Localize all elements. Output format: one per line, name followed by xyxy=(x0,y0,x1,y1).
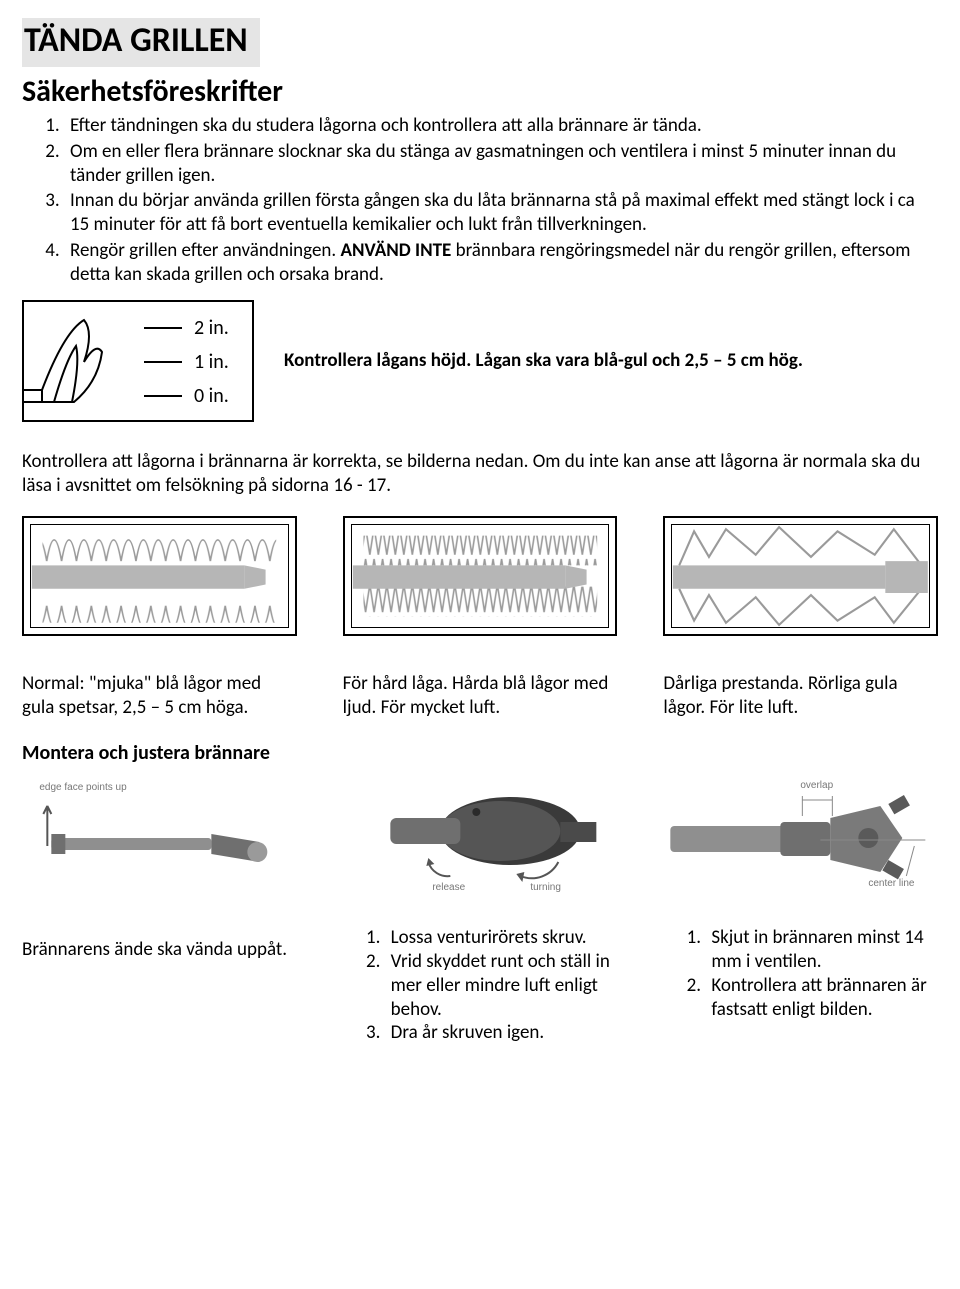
scale-label: 1 in. xyxy=(194,350,229,374)
burner-end-caption: Brännarens ände ska vända uppåt. xyxy=(22,938,297,962)
adjust-mid-list: Lossa venturirörets skruv. Vrid skyddet … xyxy=(343,926,618,1045)
flame-height-text: Kontrollera lågans höjd. Lågan ska vara … xyxy=(284,349,803,373)
adjust-right-list: Skjut in brännaren minst 14 mm i ventile… xyxy=(663,926,938,1021)
diagram-label: overlap xyxy=(801,780,834,791)
check-flames-text: Kontrollera att lågorna i brännarna är k… xyxy=(22,450,938,498)
flame-hard-diagram xyxy=(343,516,618,636)
flame-hard-caption: För hård låga. Hårda blå lågor med ljud.… xyxy=(343,672,618,720)
list-item: Kontrollera att brännaren är fastsatt en… xyxy=(705,974,938,1022)
diagram-label: edge face points up xyxy=(39,782,127,793)
scale-label: 0 in. xyxy=(194,384,229,408)
list-item: Innan du börjar använda grillen första g… xyxy=(64,189,938,237)
scale-label: 2 in. xyxy=(194,316,229,340)
list-item: Rengör grillen efter användningen. ANVÄN… xyxy=(64,239,938,287)
diagram-label: turning xyxy=(530,882,561,893)
venturi-diagram: release turning xyxy=(343,776,618,896)
bold-text: ANVÄND INTE xyxy=(340,239,451,262)
list-item: Om en eller flera brännare slocknar ska … xyxy=(64,140,938,188)
list-item: Lossa venturirörets skruv. xyxy=(385,926,618,950)
flame-normal-caption: Normal: "mjuka" blå lågor med gula spets… xyxy=(22,672,297,720)
list-item: Vrid skyddet runt och ställ in mer eller… xyxy=(385,950,618,1021)
text: Rengör grillen efter användningen. xyxy=(70,239,340,262)
flame-height-diagram: 2 in. 1 in. 0 in. xyxy=(22,300,254,422)
flame-poor-diagram xyxy=(663,516,938,636)
safety-list: Efter tändningen ska du studera lågorna … xyxy=(22,114,938,286)
list-item: Efter tändningen ska du studera lågorna … xyxy=(64,114,938,138)
flame-poor-caption: Dårliga prestanda. Rörliga gula lågor. F… xyxy=(663,672,938,720)
overlap-diagram: overlap center line xyxy=(663,776,938,896)
list-item: Dra år skruven igen. xyxy=(385,1021,618,1045)
flame-normal-diagram xyxy=(22,516,297,636)
diagram-label: release xyxy=(432,882,465,893)
adjust-heading: Montera och justera brännare xyxy=(22,741,938,766)
page-title: TÄNDA GRILLEN xyxy=(22,18,260,67)
subtitle: Säkerhetsföreskrifter xyxy=(22,73,938,111)
burner-end-diagram: edge face points up xyxy=(22,776,297,896)
list-item: Skjut in brännaren minst 14 mm i ventile… xyxy=(705,926,938,974)
diagram-label: center line xyxy=(869,878,916,889)
